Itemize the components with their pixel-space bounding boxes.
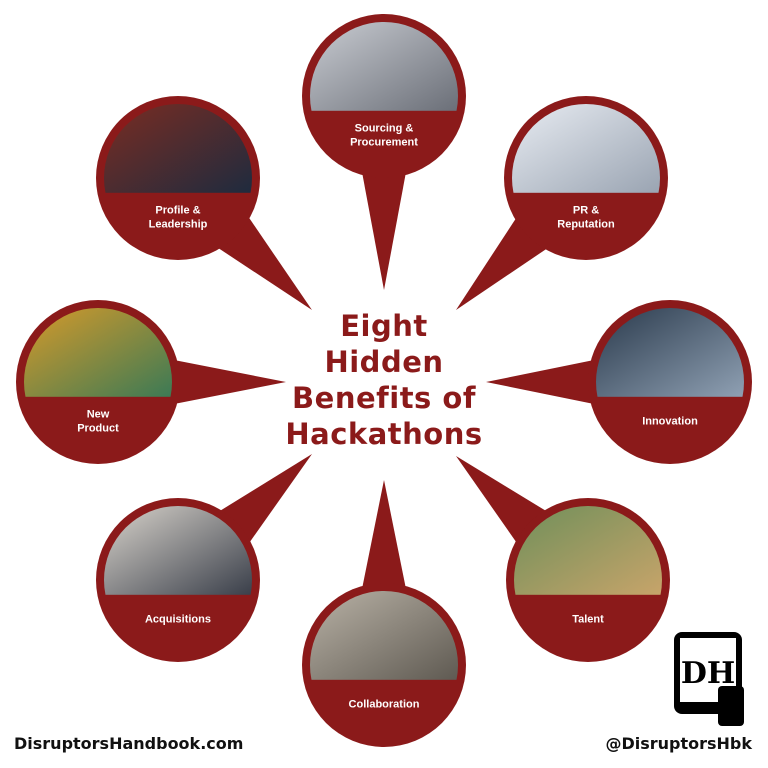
center-title: Eight Hidden Benefits of Hackathons (284, 308, 484, 452)
dh-logo-text: DH (681, 656, 735, 691)
benefit-node-talent: Talent (456, 456, 670, 662)
node-label: Sourcing & (355, 123, 414, 135)
node-label: New (87, 409, 110, 421)
node-label: Leadership (149, 219, 208, 231)
connector-pointer (174, 360, 286, 404)
title-line: Benefits of (292, 381, 476, 415)
node-label: Procurement (350, 137, 418, 149)
node-label: Product (77, 423, 119, 435)
node-label: Profile & (155, 205, 200, 217)
node-label: PR & (573, 205, 599, 217)
connector-pointer (216, 215, 312, 310)
connector-pointer (362, 172, 406, 290)
connector-pointer (362, 480, 406, 589)
benefit-node-pr: PR & Reputation (456, 96, 668, 310)
benefit-node-innovation: Innovation (486, 300, 752, 464)
title-line: Hidden (324, 345, 444, 379)
node-label: Acquisitions (145, 614, 211, 626)
benefit-node-acquisitions: Acquisitions (96, 454, 312, 662)
connector-pointer (218, 454, 312, 544)
title-line: Hackathons (285, 417, 483, 451)
benefit-node-profile: Profile & Leadership (96, 96, 312, 310)
title-line: Eight (340, 309, 428, 343)
connector-pointer (456, 456, 548, 544)
connector-pointer (486, 360, 594, 404)
connector-pointer (456, 216, 549, 310)
node-label: Innovation (642, 416, 698, 428)
node-label: Collaboration (349, 699, 420, 711)
node-label: Reputation (557, 219, 615, 231)
benefit-node-collaboration: Collaboration (302, 480, 466, 747)
dh-logo: DH (674, 632, 744, 726)
benefit-node-new-product: New Product (16, 300, 286, 464)
footer-handle[interactable]: @DisruptorsHbk (605, 734, 752, 753)
footer-website[interactable]: DisruptorsHandbook.com (14, 734, 244, 753)
benefit-node-sourcing: Sourcing & Procurement (302, 14, 466, 290)
node-label: Talent (572, 614, 604, 626)
